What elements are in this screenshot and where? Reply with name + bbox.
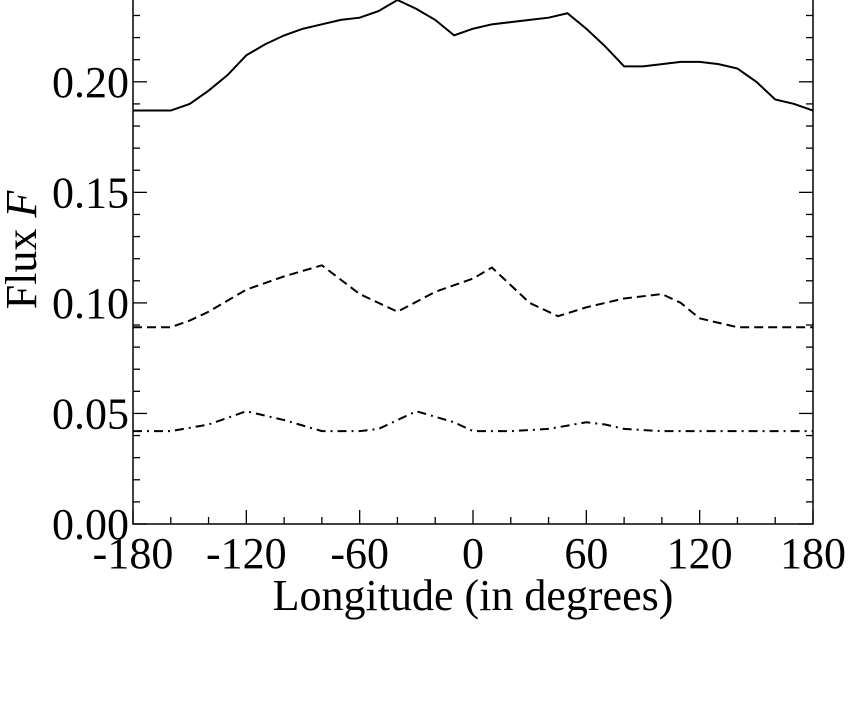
x-tick-label: 120: [667, 529, 733, 578]
data-line: [133, 264, 813, 329]
x-tick-label: 60: [564, 529, 608, 578]
x-tick-label: -120: [206, 529, 287, 578]
y-tick-label: 0.00: [52, 500, 129, 549]
x-tick-label: -60: [330, 529, 389, 578]
y-axis-label: Flux F: [0, 190, 46, 310]
x-tick-label: -180: [93, 529, 174, 578]
x-axis-label: Longitude (in degrees): [273, 571, 674, 620]
x-tick-label: 180: [780, 529, 846, 578]
y-axis-label-text: Flux: [0, 229, 46, 310]
y-tick-label: 0.10: [52, 279, 129, 328]
plot-frame: [132, 0, 814, 525]
data-line: [133, 410, 813, 433]
x-tick-label: 0: [462, 529, 484, 578]
data-line: [133, 0, 814, 112]
y-tick-label: 0.05: [52, 389, 129, 438]
y-tick-label: 0.20: [52, 58, 129, 107]
y-tick-label: 0.15: [52, 168, 129, 217]
y-axis-symbol: F: [0, 190, 46, 219]
